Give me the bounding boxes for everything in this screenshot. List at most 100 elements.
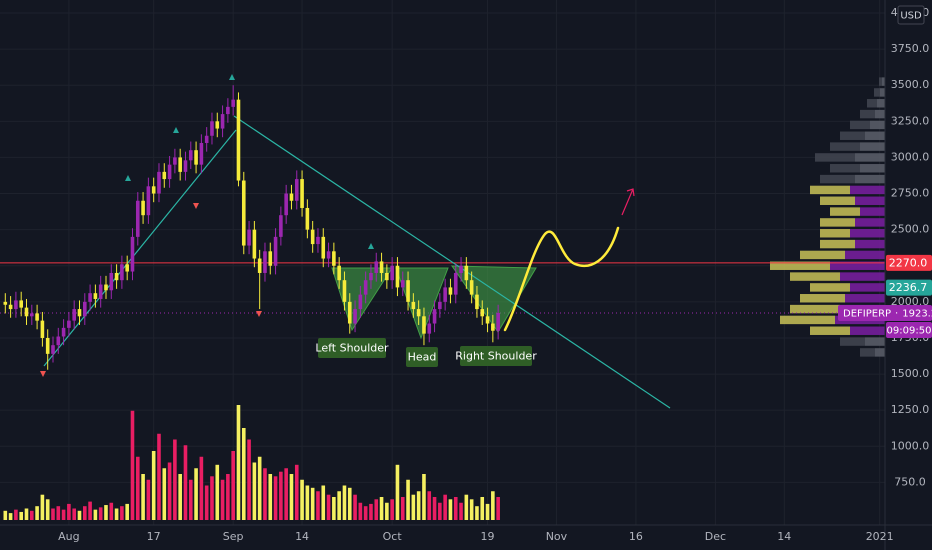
profile-up [860,164,885,173]
volume-bar [67,503,71,520]
volume-bar [469,499,474,520]
candle-body [215,121,220,129]
y-tick-label: 3000.0 [891,150,930,163]
volume-bar [35,506,39,520]
candle-body [332,251,336,266]
candle-body [135,200,140,237]
x-tick-label: Oct [383,530,403,543]
y-tick-label: 1500.0 [891,367,930,380]
candle-body [72,309,76,321]
volume-bar [337,491,341,520]
candle-body [390,265,394,281]
volume-bar [342,485,347,520]
volume-bar [400,497,405,520]
volume-bar [88,501,92,520]
candle-body [316,236,320,245]
price-tag [886,279,932,296]
last-price-label: DEFIPERP · 1923.2 [843,308,932,319]
candle-body [422,316,426,334]
signal-up [173,127,179,133]
x-tick-label: 14 [295,530,309,543]
last-price-label: 1923.2 [902,308,932,319]
y-tick-label: 3750.0 [891,42,930,55]
x-tick-label: 19 [481,530,495,543]
volume-bar [24,508,29,520]
volume-bar [98,507,103,520]
candle-body [29,313,34,317]
candle-body [379,261,384,273]
profile-down [820,239,855,249]
volume-bar [19,511,23,520]
y-tick-label: 2000.0 [891,295,930,308]
currency-button[interactable] [897,5,925,25]
candle-body [19,300,23,308]
volume-bar [220,479,225,520]
candle-body [416,309,421,317]
candle-body [204,135,209,143]
price-tag-label: 2236.7 [889,281,928,294]
candle-body [496,312,500,331]
profile-down [820,218,855,227]
candle-body [369,272,373,281]
volume-bar [109,502,114,520]
candle-body [305,207,310,230]
signal-down [193,203,199,209]
candle-body [337,265,341,281]
volume-bar [289,474,294,520]
profile-down [830,164,860,173]
candle-body [363,280,368,295]
y-tick-label: 2500.0 [891,223,930,236]
volume-bar [395,464,400,520]
x-tick-label: 2021 [866,530,894,543]
volume-bar [56,506,61,520]
profile-up [860,142,885,151]
trend-line [233,115,671,409]
price-tag-label: 2270.0 [889,256,928,269]
volume-bar [310,487,315,520]
profile-up [855,153,885,162]
countdown: 09:09:50 [887,325,932,336]
volume-bar [247,439,251,520]
volume-bar [51,508,55,520]
volume-bar [241,428,246,520]
volume-bar [453,497,458,520]
volume-bar [353,494,357,520]
volume-bar [114,508,119,520]
volume-bar [167,462,172,520]
profile-up [855,196,885,205]
profile-down [810,326,850,335]
profile-down [780,315,835,325]
volume-bar [464,494,469,520]
volume-bar [485,503,490,520]
candle-body [114,272,119,281]
y-tick-label: 3250.0 [891,114,930,127]
volume-bar [3,510,8,520]
x-tick-label: 17 [147,530,161,543]
profile-down [830,142,860,151]
candle-body [427,323,432,334]
volume-bar [284,468,288,520]
annotation-box [318,338,386,358]
candle-body [178,157,182,172]
profile-down [840,131,865,140]
volume-bar [263,468,267,520]
candle-body [231,99,235,107]
annotation: Head [408,351,437,364]
x-tick-label: Sep [223,530,244,543]
candle-body [141,200,145,216]
candle-body [257,258,262,273]
volume-bar [496,497,500,520]
candle-body [210,121,214,136]
profile-up [880,88,885,97]
candle-body [125,264,129,272]
y-tick-label: 2750.0 [891,187,930,200]
projection-curve [503,226,620,332]
volume-bar [385,502,389,520]
volume-bar [151,451,156,520]
profile-up [840,272,885,281]
profile-up [877,99,885,108]
currency[interactable]: USD [900,11,922,22]
candle-body [326,251,331,259]
profile-up [845,294,885,303]
